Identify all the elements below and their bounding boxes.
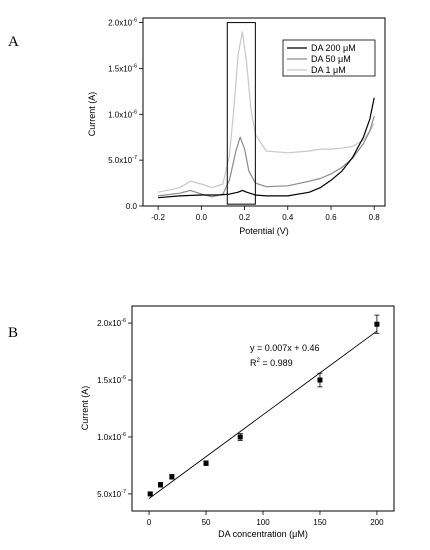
x-tick-label: 0.4 [282,213,294,222]
data-point [157,482,163,488]
panel-a-label: A [8,34,19,50]
chart-a-ticks: -0.2 0.0 0.2 0.4 0.6 0.8 0.0 5.0x10-7 1.0x10-6 1.… [108,18,380,222]
chart-b-fit [148,330,378,499]
y-tick-label: 0.0 [126,202,138,211]
chart-b-ylabel: Current (A) [80,386,90,431]
chart-b-ticks: 0 50 100 150 200 5.0x10-7 1.0x10-6 1.5x10-6 2.0x… [97,318,384,527]
x-tick-label: 200 [370,518,384,527]
chart-a-lines [157,31,375,199]
y-tick-label: 2.0x10-6 [108,18,137,28]
chart-b: 0 50 100 150 200 5.0x10-7 1.0x10-6 1.5x10-6 2.0x… [80,305,395,539]
y-tick-label: 1.0x10-6 [108,109,137,119]
fit-equation: y = 0.007x + 0.46 [250,343,320,353]
x-tick-label: 0 [147,518,152,527]
chart-b-points [147,314,380,497]
chart-a-ylabel: Current (A) [87,92,97,137]
chart-b-xlabel: DA concentration (μM) [218,529,308,539]
y-tick-label: 1.0x10-6 [97,432,126,442]
chart-a: -0.2 0.0 0.2 0.4 0.6 0.8 0.0 5.0x10-7 1.0x10-6 1.… [87,17,386,236]
x-tick-label: 0.2 [239,213,251,222]
chart-b-frame [131,305,395,512]
y-tick-label: 5.0x10-7 [108,155,137,165]
y-tick-label: 2.0x10-6 [97,318,126,328]
x-tick-label: 0.0 [196,213,208,222]
series-line-1 [158,115,375,198]
x-tick-label: 100 [256,518,270,527]
x-tick-label: 0.6 [325,213,337,222]
legend-label-1: DA 1 μM [311,65,346,75]
y-tick-label: 5.0x10-7 [97,489,126,499]
x-tick-label: 150 [313,518,327,527]
fit-line [148,330,378,499]
data-point [203,460,209,466]
x-tick-label: 50 [202,518,211,527]
data-point [374,321,380,327]
data-point [169,474,175,480]
chart-a-xlabel: Potential (V) [239,226,289,236]
data-point [237,434,243,440]
panel-b-label: B [8,325,18,341]
legend-label-200: DA 200 μM [311,43,356,53]
x-tick-label: -0.2 [151,213,165,222]
peak-highlight-box [226,22,256,205]
legend: DA 200 μM DA 50 μM DA 1 μM [282,39,376,77]
data-point [147,491,153,497]
x-tick-label: 0.8 [369,213,381,222]
series-line-2 [157,31,375,193]
y-tick-label: 1.5x10-6 [108,63,137,73]
data-point [317,377,323,383]
fit-r-squared: R2 = 0.989 [250,358,293,368]
y-tick-label: 1.5x10-6 [97,375,126,385]
series-line-0 [158,97,375,199]
legend-label-50: DA 50 μM [311,54,351,64]
chart-a-frame [142,17,386,207]
